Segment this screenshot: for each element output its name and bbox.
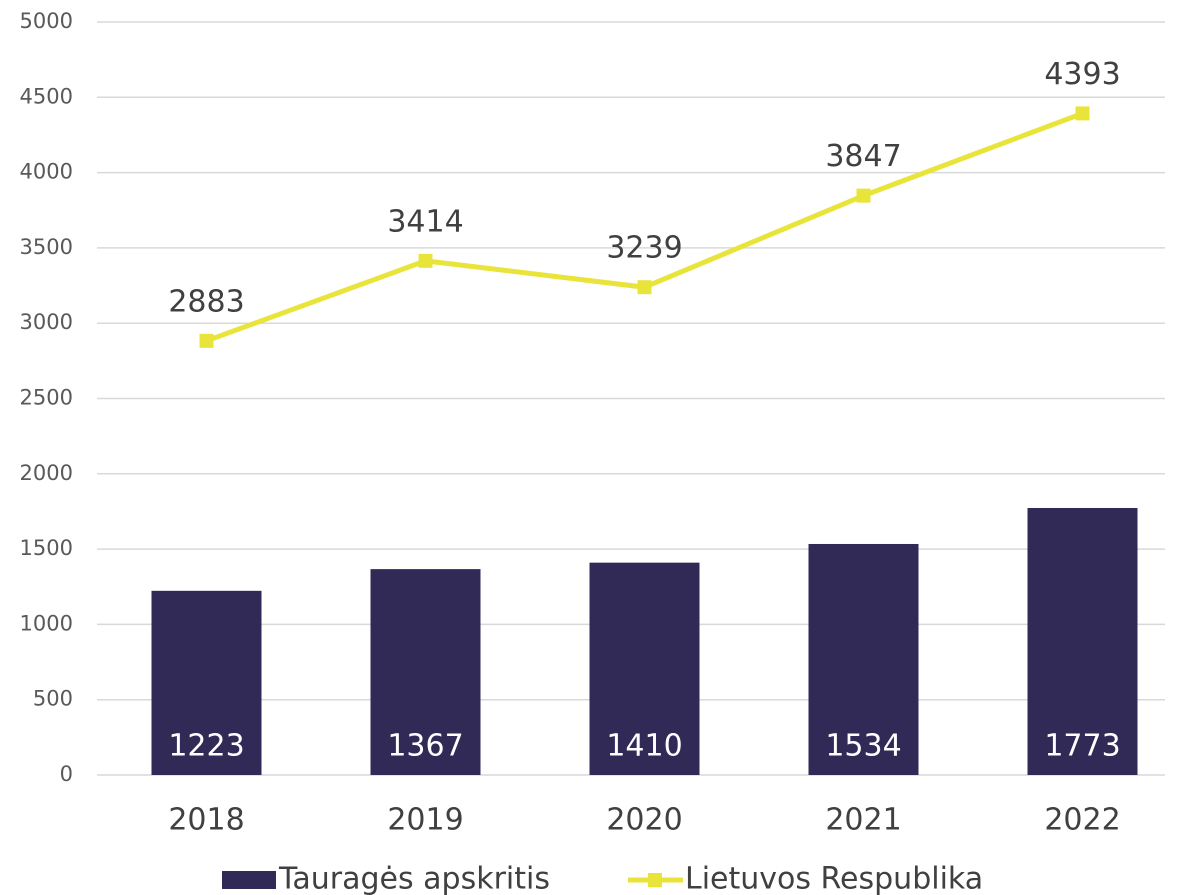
- marker: [1075, 106, 1090, 121]
- data-label: 1773: [1044, 729, 1120, 764]
- data-label: 1534: [825, 729, 901, 764]
- bar: [589, 562, 700, 775]
- bar: [151, 590, 262, 775]
- marker: [637, 280, 652, 295]
- data-label: 1223: [168, 729, 244, 764]
- bar: [370, 569, 481, 775]
- y-tick-label: 500: [33, 687, 73, 711]
- data-label: 3239: [606, 231, 682, 266]
- x-tick-label: 2021: [825, 803, 901, 838]
- data-label: 1367: [387, 729, 463, 764]
- legend-label: Tauragės apskritis: [278, 862, 550, 895]
- y-tick-label: 5000: [20, 9, 73, 33]
- legend-marker: [648, 873, 662, 887]
- x-tick-label: 2022: [1044, 803, 1120, 838]
- y-tick-label: 1000: [20, 611, 73, 635]
- x-tick-label: 2020: [606, 803, 682, 838]
- data-label: 4393: [1044, 57, 1120, 92]
- y-tick-label: 3000: [20, 310, 73, 334]
- data-label: 3414: [387, 204, 463, 239]
- y-tick-label: 2500: [20, 386, 73, 410]
- data-label: 1410: [606, 729, 682, 764]
- legend-label: Lietuvos Respublika: [685, 862, 983, 895]
- y-tick-label: 0: [60, 762, 73, 786]
- data-label: 2883: [168, 284, 244, 319]
- marker: [199, 333, 214, 348]
- y-tick-label: 4000: [20, 160, 73, 184]
- bar: [1027, 507, 1138, 775]
- y-tick-label: 3500: [20, 235, 73, 259]
- x-tick-label: 2019: [387, 803, 463, 838]
- y-tick-label: 4500: [20, 84, 73, 108]
- marker: [856, 188, 871, 203]
- line: [205, 111, 1084, 344]
- data-label: 3847: [825, 139, 901, 174]
- marker: [418, 253, 433, 268]
- x-tick-label: 2018: [168, 803, 244, 838]
- y-tick-label: 2000: [20, 461, 73, 485]
- bar: [808, 543, 919, 775]
- legend-swatch: [222, 871, 276, 889]
- y-tick-label: 1500: [20, 536, 73, 560]
